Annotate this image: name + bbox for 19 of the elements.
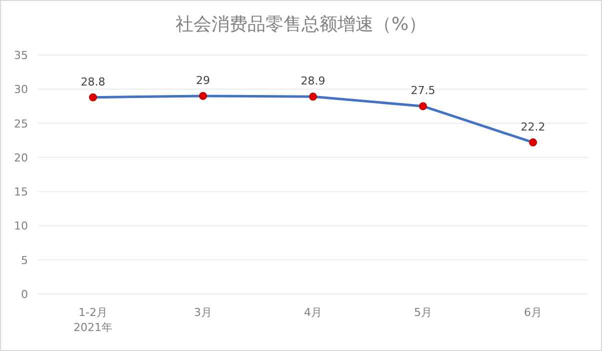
data-label: 29 xyxy=(196,74,210,87)
y-tick-label: 10 xyxy=(14,220,28,233)
data-label: 28.9 xyxy=(300,74,326,88)
x-tick-label: 4月 xyxy=(304,306,322,319)
y-tick-label: 15 xyxy=(14,186,28,199)
y-tick-label: 0 xyxy=(21,288,28,301)
x-tick-label: 1-2月 2021年 xyxy=(74,306,112,334)
x-tick-label: 6月 xyxy=(524,306,542,319)
data-label: 28.8 xyxy=(80,75,106,88)
data-label: 27.5 xyxy=(410,84,436,98)
y-tick-label: 20 xyxy=(14,151,28,164)
y-tick-label: 35 xyxy=(14,49,28,62)
title: 社会消费品零售总额增速（%） xyxy=(175,14,427,35)
data-label: 22.2 xyxy=(520,120,546,134)
y-tick-label: 25 xyxy=(14,117,28,130)
x-tick-label: 3月 xyxy=(194,306,212,319)
y-tick-label: 5 xyxy=(21,254,28,267)
x-tick-label: 5月 xyxy=(414,306,432,319)
y-tick-label: 30 xyxy=(14,83,28,96)
